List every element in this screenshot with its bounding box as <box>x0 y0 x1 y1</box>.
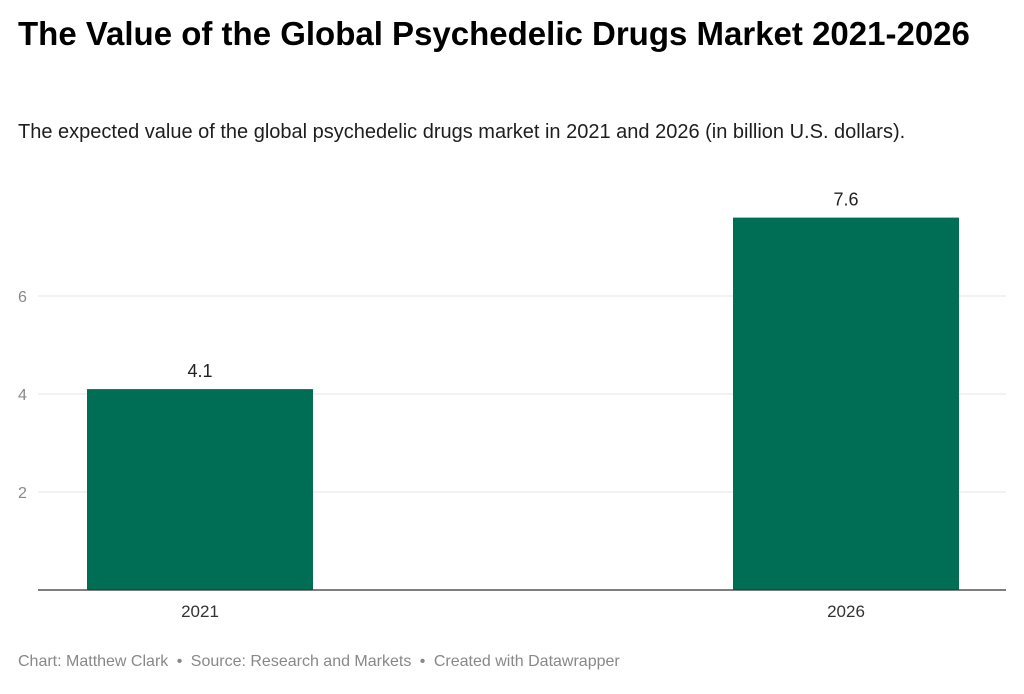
source-credit: Source: Research and Markets <box>190 653 412 670</box>
footer-separator: • <box>176 653 183 670</box>
data-label: 4.1 <box>187 361 212 381</box>
bar <box>733 217 959 590</box>
footer-separator: • <box>419 653 426 670</box>
x-tick-label: 2026 <box>827 602 865 621</box>
y-tick-label: 2 <box>18 485 27 502</box>
x-tick-label: 2021 <box>181 602 219 621</box>
chart-subtitle: The expected value of the global psyched… <box>18 121 906 143</box>
y-tick-label: 6 <box>18 289 27 306</box>
created-with-credit: Created with Datawrapper <box>433 653 620 670</box>
data-label: 7.6 <box>833 190 858 210</box>
chart-title: The Value of the Global Psychedelic Drug… <box>18 15 970 52</box>
bar <box>87 389 313 590</box>
chart-footer: Chart: Matthew Clark • Source: Research … <box>18 652 620 672</box>
y-tick-label: 4 <box>18 387 27 404</box>
chart-credit: Chart: Matthew Clark <box>18 653 169 670</box>
